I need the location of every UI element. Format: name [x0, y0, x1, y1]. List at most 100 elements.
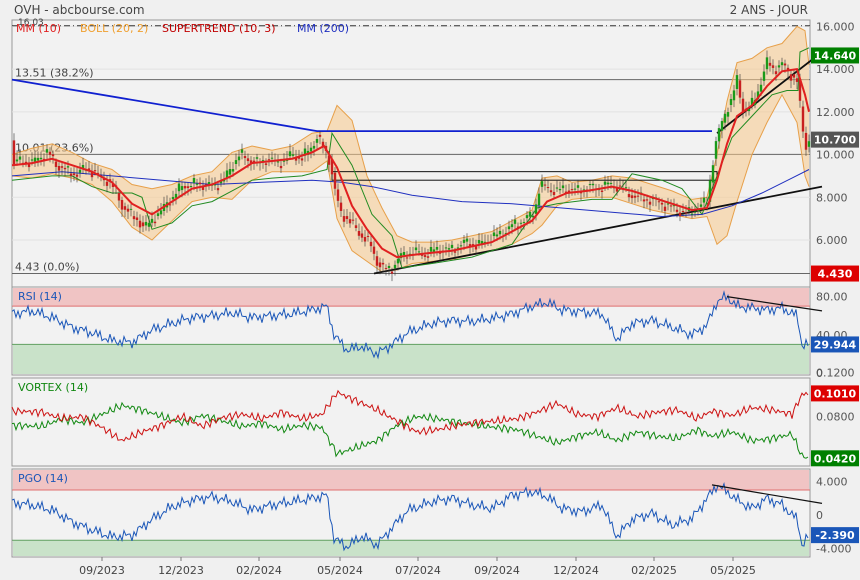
candle-body: [177, 183, 181, 192]
candle-body: [150, 218, 154, 223]
candle-body: [768, 62, 772, 66]
candle-body: [387, 265, 391, 269]
candle-body: [492, 232, 496, 237]
candle-body: [672, 205, 676, 207]
support-black-line: [373, 185, 823, 275]
legend-mm200: MM (200): [297, 22, 349, 35]
candle-body: [426, 256, 430, 258]
price-ytick: 14.000: [816, 63, 855, 76]
candle-body: [336, 189, 340, 201]
candle-body: [609, 182, 613, 184]
candle-body: [246, 158, 250, 162]
candle-body: [135, 217, 139, 221]
rsi-overbought-zone: [13, 288, 809, 307]
candle-body: [702, 197, 706, 203]
candle-body: [423, 255, 427, 257]
candle-body: [711, 165, 715, 183]
candle-body: [105, 181, 109, 186]
candle-body: [405, 257, 409, 259]
pgo-badge: -2.390: [815, 529, 855, 542]
candle-body: [657, 201, 661, 203]
fib-label: 4.43 (0.0%): [15, 261, 80, 274]
x-tick-label: 09/2023: [79, 564, 125, 577]
x-tick-label: 02/2024: [236, 564, 282, 577]
vortex-badge-1-bg: [811, 450, 859, 467]
candle-body: [372, 246, 376, 254]
pgo-badge-bg: [811, 527, 859, 544]
candle-body: [504, 233, 508, 235]
candle-body: [270, 157, 274, 159]
candle-body: [459, 245, 463, 247]
candle-body: [225, 170, 229, 179]
candle-body: [582, 189, 586, 191]
candle-body: [600, 190, 604, 193]
candle-body: [69, 173, 73, 176]
candle-body: [552, 191, 556, 195]
candle-body: [537, 193, 541, 206]
pgo-line: [11, 481, 809, 552]
candle-body: [660, 202, 664, 205]
candle-body: [30, 159, 34, 161]
candle-body: [171, 196, 175, 200]
candle-body: [288, 151, 292, 157]
candle-body: [681, 210, 685, 212]
candle-body: [72, 173, 76, 176]
candle-body: [201, 186, 205, 190]
candle-body: [294, 157, 298, 161]
candle-body: [741, 98, 745, 113]
price-badge-1-bg: [811, 131, 859, 148]
channel-black-line: [716, 51, 823, 134]
candle-body: [360, 233, 364, 238]
candle-body: [153, 221, 157, 224]
candle-body: [219, 180, 223, 184]
candle-body: [189, 186, 193, 188]
candle-body: [402, 252, 406, 256]
candle-body: [168, 204, 172, 206]
rsi-badge: 29.944: [814, 338, 857, 351]
price-ytick: 6.000: [816, 234, 848, 247]
candle-body: [375, 256, 379, 266]
candle-body: [777, 65, 781, 68]
candle-body: [90, 171, 94, 178]
candle-body: [648, 201, 652, 205]
vortex-plus-line: [11, 401, 809, 459]
candle-body: [627, 194, 631, 198]
x-tick-label: 02/2025: [631, 564, 677, 577]
vortex-badge-0-bg: [811, 385, 859, 402]
candle-body: [381, 262, 385, 265]
candle-body: [579, 192, 583, 194]
candle-body: [732, 90, 736, 101]
candle-body: [807, 141, 811, 147]
price-chart: 13.51 (38.2%)10.01 (23.6%)4.43 (0.0%)16.…: [11, 18, 859, 282]
candle-body: [477, 240, 481, 244]
pgo-ytick: 4.000: [816, 476, 848, 489]
fib-label: 13.51 (38.2%): [15, 67, 94, 80]
candle-body: [60, 166, 64, 168]
candle-body: [510, 224, 514, 228]
period-label: 2 ANS - JOUR: [730, 3, 808, 17]
candle-body: [756, 91, 760, 100]
candle-body: [180, 186, 184, 191]
candle-body: [798, 79, 802, 101]
candle-body: [384, 268, 388, 270]
candle-body: [519, 222, 523, 224]
candle-body: [144, 221, 148, 226]
candle-body: [87, 168, 91, 170]
candle-body: [240, 149, 244, 153]
rsi-badge-bg: [811, 336, 859, 353]
candle-body: [783, 63, 787, 66]
candle-body: [738, 80, 742, 98]
candle-body: [96, 172, 100, 174]
candle-body: [15, 159, 19, 162]
candle-body: [12, 140, 16, 165]
candle-body: [780, 62, 784, 66]
candle-body: [669, 205, 673, 207]
candle-body: [792, 74, 796, 78]
candle-body: [636, 195, 640, 197]
candle-body: [444, 247, 448, 249]
candle-body: [690, 213, 694, 215]
candle-body: [369, 241, 373, 247]
candle-body: [141, 222, 145, 227]
boll-upper-line: [11, 25, 810, 243]
price-badge-0: 14.640: [814, 49, 857, 62]
